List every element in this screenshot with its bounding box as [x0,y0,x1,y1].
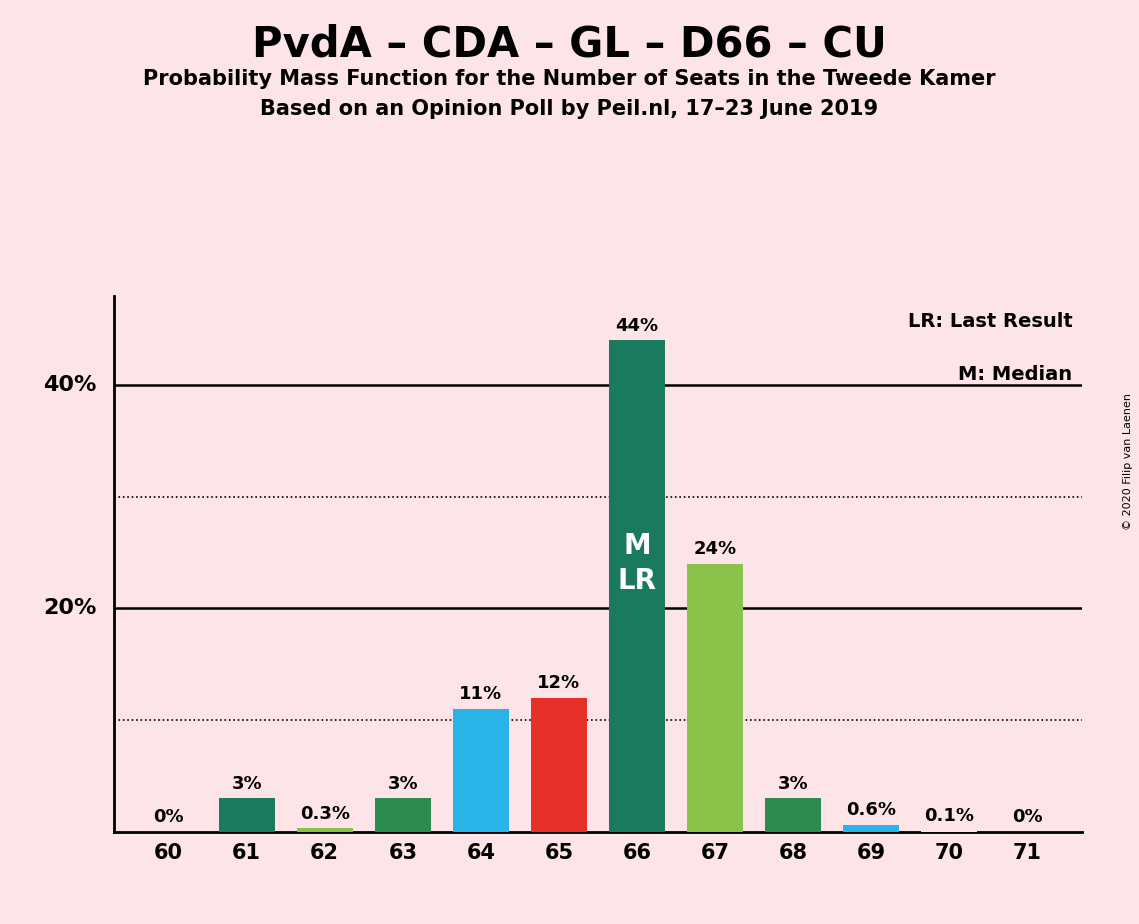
Text: 0%: 0% [154,808,183,826]
Bar [296,828,353,832]
Bar [375,798,431,832]
Text: 3%: 3% [231,774,262,793]
Bar [531,698,587,832]
Text: LR: Last Result: LR: Last Result [908,311,1073,331]
Text: 24%: 24% [694,540,737,558]
Bar [843,825,900,832]
Text: 44%: 44% [615,317,658,334]
Text: 3%: 3% [387,774,418,793]
Text: M: Median: M: Median [958,365,1073,384]
Bar [219,798,274,832]
Text: 0%: 0% [1013,808,1042,826]
Text: © 2020 Filip van Laenen: © 2020 Filip van Laenen [1123,394,1133,530]
Bar [921,831,977,832]
Text: 0.6%: 0.6% [846,801,896,820]
Bar [453,709,509,832]
Bar [687,564,744,832]
Text: 3%: 3% [778,774,809,793]
Text: 0.1%: 0.1% [925,807,974,825]
Text: 11%: 11% [459,686,502,703]
Bar [609,340,665,832]
Text: 20%: 20% [43,599,97,618]
Text: 0.3%: 0.3% [300,805,350,822]
Text: Based on an Opinion Poll by Peil.nl, 17–23 June 2019: Based on an Opinion Poll by Peil.nl, 17–… [261,99,878,119]
Text: Probability Mass Function for the Number of Seats in the Tweede Kamer: Probability Mass Function for the Number… [144,69,995,90]
Text: PvdA – CDA – GL – D66 – CU: PvdA – CDA – GL – D66 – CU [252,23,887,65]
Text: M
LR: M LR [617,532,656,595]
Text: 40%: 40% [43,375,97,395]
Bar [765,798,821,832]
Text: 12%: 12% [538,674,581,692]
